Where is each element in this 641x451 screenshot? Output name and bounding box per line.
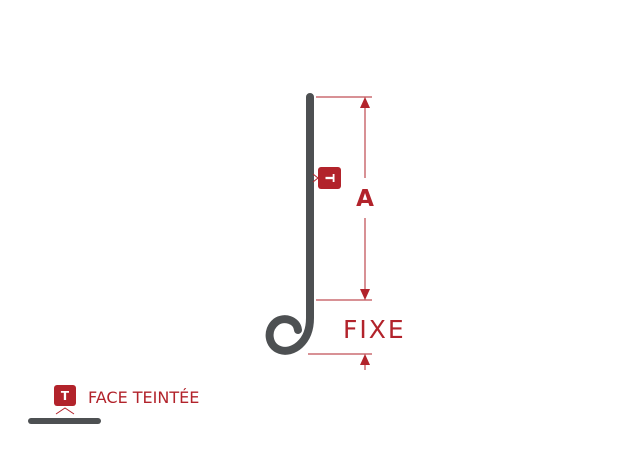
tinted-face-badge-letter: T bbox=[323, 174, 337, 183]
legend-pointer bbox=[55, 407, 75, 415]
fixed-dimension-label: FIXE bbox=[343, 315, 406, 344]
legend-label: FACE TEINTÉE bbox=[88, 388, 199, 407]
profile-shape bbox=[265, 93, 314, 355]
dimension-a-label: A bbox=[356, 186, 374, 212]
legend: T FACE TEINTÉE bbox=[28, 385, 199, 424]
dimension-a-arrow-up bbox=[360, 97, 370, 108]
fixed-dimension-arrow-up bbox=[360, 354, 370, 365]
dimension-a-arrow-down bbox=[360, 289, 370, 300]
legend-badge: T bbox=[54, 385, 76, 406]
legend-badge-letter: T bbox=[61, 389, 70, 403]
tinted-face-badge: T bbox=[318, 167, 341, 189]
